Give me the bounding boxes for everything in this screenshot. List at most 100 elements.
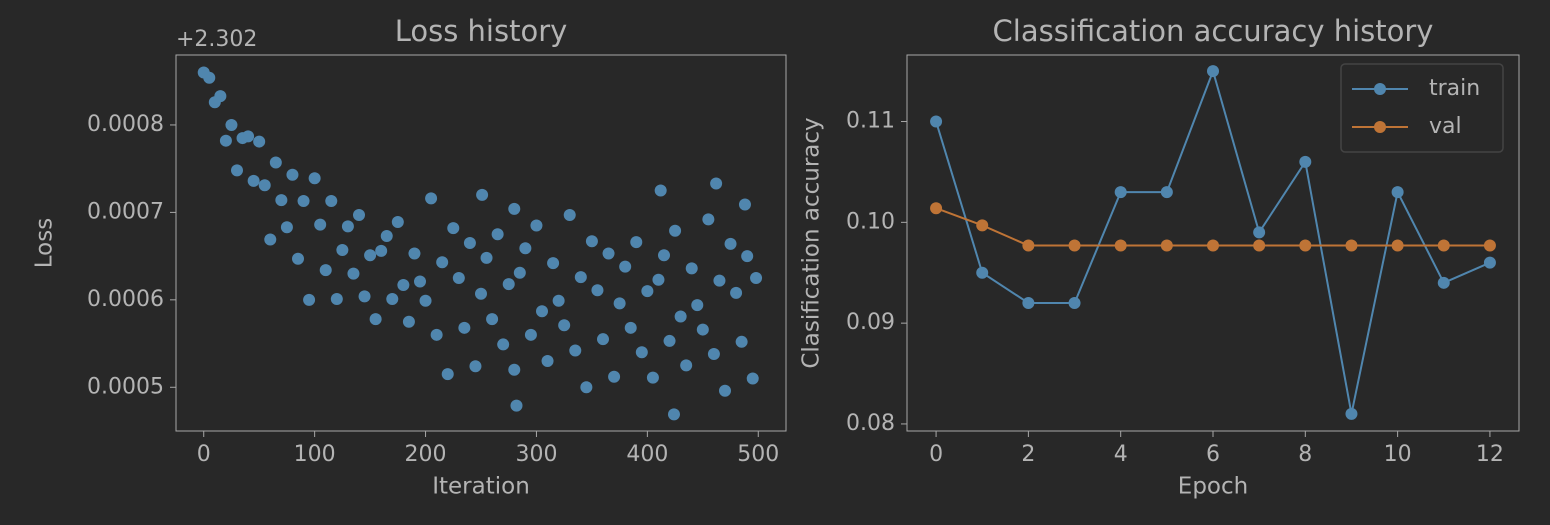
series-marker: [930, 202, 943, 215]
y-tick-label: 0.10: [846, 209, 895, 234]
scatter-point: [497, 338, 510, 351]
scatter-point: [685, 262, 698, 275]
scatter-point: [608, 370, 621, 383]
scatter-point: [369, 313, 382, 326]
scatter-point: [347, 267, 360, 280]
scatter-point: [408, 247, 421, 260]
y-axis-label: Clasification accuracy: [799, 117, 825, 368]
scatter-point: [541, 355, 554, 368]
series-marker: [1299, 239, 1312, 252]
scatter-point: [452, 271, 465, 284]
scatter-point: [319, 264, 332, 277]
y-tick-label: 0.08: [846, 411, 895, 436]
series-marker: [1207, 239, 1219, 252]
x-tick-label: 6: [1206, 442, 1220, 467]
scatter-point: [447, 222, 460, 235]
scatter-point: [702, 213, 715, 226]
scatter-point: [730, 286, 743, 299]
y-tick-label: 0.09: [846, 310, 895, 335]
scatter-point: [552, 294, 565, 307]
scatter-point: [391, 216, 404, 229]
y-tick-label: 0.0005: [87, 374, 164, 399]
scatter-point: [547, 257, 560, 270]
scatter-point: [580, 381, 593, 394]
scatter-point: [258, 179, 271, 192]
scatter-point: [508, 202, 521, 215]
legend-label: val: [1429, 114, 1462, 139]
y-tick-label: 0.11: [846, 109, 895, 134]
series-marker: [1160, 186, 1173, 199]
scatter-point: [336, 243, 349, 256]
scatter-point: [425, 192, 438, 205]
scatter-point: [458, 321, 471, 334]
series-marker: [1345, 239, 1358, 252]
series-marker: [1114, 239, 1127, 252]
scatter-point: [624, 321, 637, 334]
scatter-point: [219, 134, 232, 147]
x-tick-label: 2: [1021, 442, 1035, 467]
x-tick-label: 100: [294, 442, 336, 467]
series-marker: [1345, 407, 1358, 420]
scatter-point: [358, 290, 371, 303]
series-marker: [1483, 256, 1496, 269]
scatter-point: [641, 285, 654, 298]
scatter-point: [280, 221, 293, 234]
series-marker: [930, 115, 943, 128]
scatter-point: [480, 251, 493, 264]
scatter-point: [619, 260, 632, 273]
series-marker: [1114, 186, 1127, 199]
x-tick-label: 12: [1476, 442, 1504, 467]
scatter-point: [508, 363, 521, 376]
legend-marker: [1374, 83, 1386, 95]
scatter-point: [314, 218, 327, 231]
series-marker: [1391, 239, 1404, 252]
scatter-point: [475, 287, 487, 300]
scatter-point: [510, 399, 523, 412]
legend-label: train: [1429, 76, 1480, 101]
scatter-point: [667, 408, 680, 421]
scatter-point: [364, 249, 377, 262]
x-tick-label: 300: [515, 442, 557, 467]
legend: train val: [1340, 63, 1504, 153]
scatter-point: [286, 168, 299, 181]
scatter-point: [247, 174, 260, 187]
scatter-point: [269, 156, 282, 169]
series-marker: [1391, 186, 1404, 199]
scatter-point: [242, 130, 255, 143]
chart-title: Loss history: [395, 14, 568, 48]
scatter-point: [476, 188, 489, 201]
scatter-point: [750, 271, 763, 284]
x-tick-label: 8: [1298, 442, 1312, 467]
scatter-point: [469, 360, 482, 373]
scatter-point: [275, 194, 288, 207]
scatter-point: [430, 328, 443, 341]
series-marker: [1068, 239, 1081, 252]
scatter-point: [386, 292, 399, 305]
scatter-point: [491, 228, 504, 241]
scatter-point: [402, 315, 415, 328]
scatter-point: [741, 250, 754, 263]
series-marker: [1207, 65, 1219, 78]
x-tick-label: 0: [197, 442, 211, 467]
scatter-point: [602, 247, 615, 260]
scatter-point: [585, 235, 598, 248]
scatter-point: [513, 266, 526, 279]
x-tick-label: 4: [1114, 442, 1128, 467]
y-tick-label: 0.0008: [87, 112, 164, 137]
scatter-point: [414, 275, 426, 288]
scatter-point: [735, 335, 748, 348]
scatter-point: [613, 297, 626, 310]
scatter-point: [536, 305, 548, 318]
scatter-point: [380, 230, 393, 243]
x-tick-label: 400: [626, 442, 668, 467]
series-marker: [1437, 239, 1450, 252]
scatter-point: [264, 233, 277, 246]
chart-title: Classification accuracy history: [993, 14, 1434, 48]
scatter-point: [325, 195, 338, 208]
scatter-point: [669, 224, 682, 237]
scatter-point: [330, 292, 343, 305]
series-marker: [976, 219, 989, 232]
scatter-point: [397, 278, 410, 291]
